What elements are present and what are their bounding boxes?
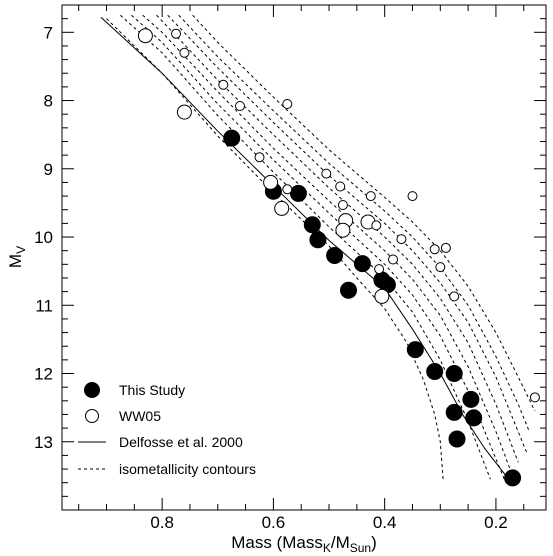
ww05-point <box>282 184 293 195</box>
this-study-point <box>309 231 327 249</box>
isometallicity-contour-4 <box>142 14 514 477</box>
y-tick-label: 8 <box>44 92 53 111</box>
ww05-point <box>274 200 290 216</box>
ww05-point <box>321 168 332 179</box>
this-study-point <box>448 430 466 448</box>
ww05-point <box>282 99 293 109</box>
ww05-point <box>396 234 407 245</box>
y-tick-label: 12 <box>34 365 53 384</box>
legend: This Study WW05 Delfosse et al. 2000 iso… <box>78 382 256 477</box>
data-points <box>137 28 540 487</box>
legend-label-ww05: WW05 <box>119 408 161 424</box>
ww05-point <box>407 191 418 202</box>
x-axis-title: Mass (MassK/MSun) <box>231 533 377 555</box>
ww05-point <box>179 47 190 58</box>
y-tick-label: 7 <box>44 23 53 42</box>
isometallicity-contour-1 <box>106 18 444 480</box>
ww05-point <box>235 101 245 111</box>
ww05-point <box>254 152 265 163</box>
legend-label-isometallicity: isometallicity contours <box>119 461 256 477</box>
legend-marker-this-study <box>84 382 100 398</box>
ww05-point <box>335 222 351 238</box>
ww05-point <box>176 104 192 120</box>
this-study-point <box>289 184 307 202</box>
ww05-point <box>440 242 451 253</box>
legend-label-this-study: This Study <box>119 382 185 398</box>
ww05-point <box>263 174 279 190</box>
ww05-point <box>337 200 348 210</box>
legend-label-delfosse: Delfosse et al. 2000 <box>119 434 243 450</box>
this-study-point <box>353 255 371 273</box>
ww05-point <box>449 291 460 302</box>
ww05-point <box>435 262 446 273</box>
this-study-point <box>445 365 463 382</box>
this-study-point <box>426 363 444 380</box>
isometallicity-contour-7 <box>178 14 530 432</box>
ww05-point <box>374 264 385 275</box>
this-study-point <box>465 409 483 427</box>
legend-marker-ww05 <box>85 409 99 423</box>
this-study-point <box>445 403 463 421</box>
this-study-point <box>223 129 241 147</box>
this-study-point <box>326 247 344 264</box>
ww05-point <box>374 288 390 304</box>
isometallicity-contour-8 <box>192 14 536 412</box>
ww05-point <box>171 28 181 39</box>
x-tick-label: 0.6 <box>262 513 286 532</box>
isometallicity-contour-5 <box>156 14 519 463</box>
x-tick-label: 0.2 <box>484 513 508 532</box>
this-study-point <box>462 390 480 408</box>
tick-labels: 0.8 0.6 0.4 0.2 7 8 9 10 11 12 13 <box>34 23 508 532</box>
y-tick-label: 11 <box>35 296 53 315</box>
plot-frame <box>61 4 547 511</box>
x-tick-label: 0.4 <box>373 513 397 532</box>
y-tick-label: 13 <box>34 433 53 452</box>
ww05-point <box>371 220 382 231</box>
ww05-point <box>335 181 346 192</box>
ww05-point <box>218 79 229 90</box>
ww05-point <box>137 28 153 44</box>
ww05-point <box>429 244 440 255</box>
this-study-point <box>406 341 424 359</box>
isometallicity-contour-2 <box>120 14 491 480</box>
this-study-point <box>303 216 321 234</box>
isometallicity-contour-3 <box>131 14 505 480</box>
ww05-point <box>388 254 398 265</box>
x-tick-label: 0.8 <box>150 513 174 532</box>
ww05-point <box>365 191 376 202</box>
y-tick-label: 9 <box>44 160 53 179</box>
y-tick-label: 10 <box>34 228 53 247</box>
axis-ticks <box>62 5 546 510</box>
this-study-point <box>340 281 357 299</box>
curves <box>100 14 536 480</box>
isometallicity-contour-6 <box>167 14 527 453</box>
ww05-point <box>529 392 540 403</box>
this-study-point <box>504 469 522 487</box>
y-axis-title: MV <box>6 246 28 268</box>
